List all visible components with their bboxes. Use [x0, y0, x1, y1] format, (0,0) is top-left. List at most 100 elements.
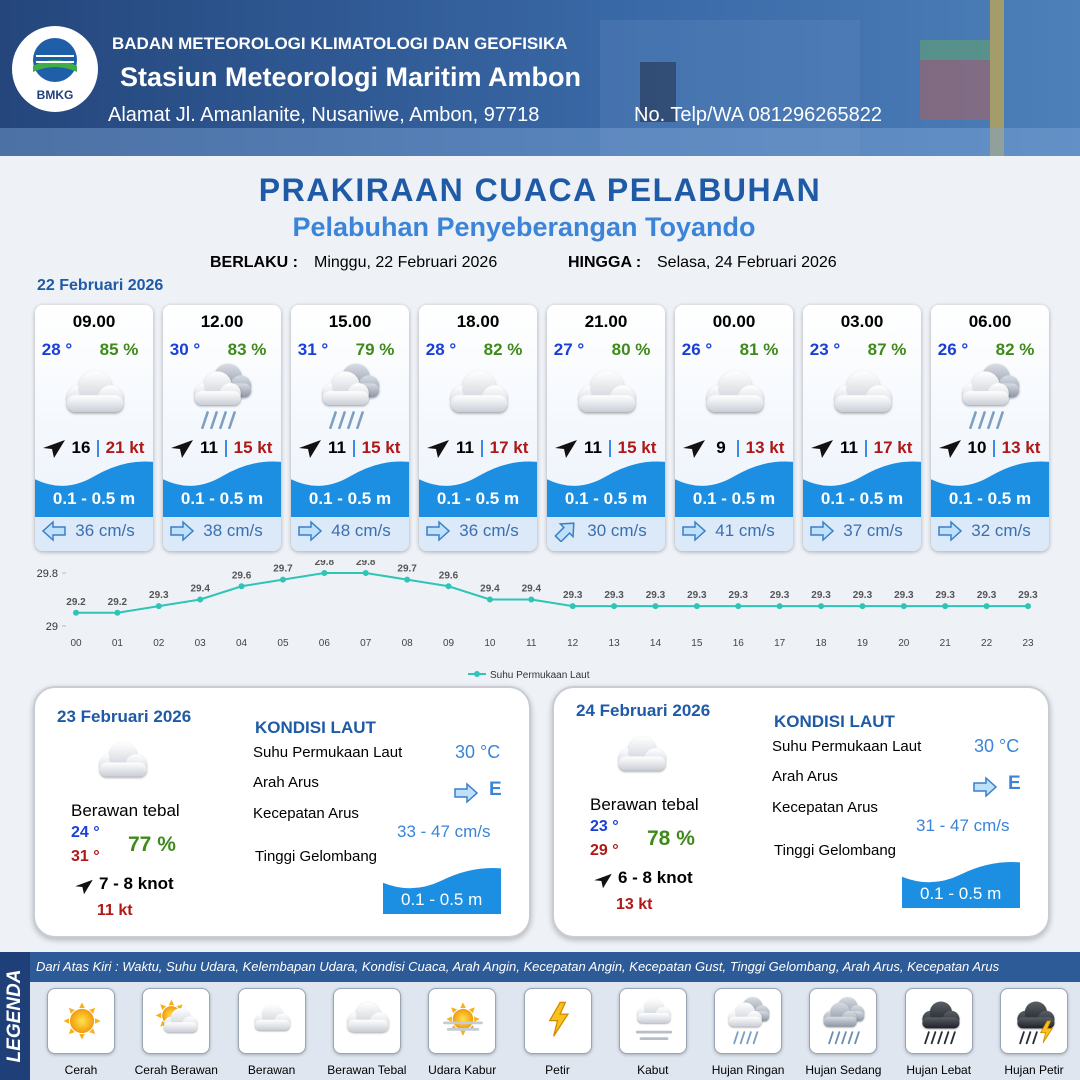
- humidity: 81 %: [739, 340, 779, 359]
- x-tick-label: 07: [360, 638, 372, 649]
- gust-speed: 15 kt: [617, 438, 657, 457]
- forecast-card: 03.00 23 ° 87 % 11 17 kt 0.1 - 0.5 m 37 cm/s: [803, 305, 921, 551]
- x-tick-label: 12: [567, 638, 579, 649]
- icon-part: [95, 1018, 101, 1024]
- sst-point: [942, 603, 949, 610]
- icon-part: [969, 411, 977, 430]
- x-tick-label: 05: [277, 638, 289, 649]
- forecast-card: 15.00 31 ° 79 % 11 15 kt 0.1 - 0.5 m 48 cm/s: [291, 305, 409, 551]
- icon-part: [996, 411, 1004, 430]
- heading: KONDISI LAUT: [774, 712, 895, 731]
- current-speed: 36 cm/s: [459, 521, 519, 540]
- gust-speed: 15 kt: [233, 438, 273, 457]
- legend-icon-box: [714, 988, 783, 1054]
- x-tick-label: 09: [443, 638, 455, 649]
- separator: [737, 440, 739, 457]
- legend-label: Suhu Permukaan Laut: [490, 670, 590, 680]
- icon-part: [931, 461, 1049, 517]
- legend-label: Petir: [545, 1063, 570, 1077]
- logo-text: BMKG: [36, 88, 74, 102]
- x-tick-label: 08: [402, 638, 414, 649]
- value-label: 29.3: [894, 590, 914, 601]
- legend-label: Berawan Tebal: [327, 1063, 407, 1077]
- x-tick-label: 19: [857, 638, 869, 649]
- current-speed: 30 cm/s: [587, 521, 647, 540]
- x-tick-label: 23: [1022, 638, 1034, 649]
- icon-part: [554, 522, 575, 542]
- icon-part: [939, 440, 961, 458]
- wave-band: [803, 461, 921, 517]
- icon-part: [728, 1016, 763, 1027]
- current-arrow: [41, 520, 66, 542]
- icon-part: [171, 440, 193, 458]
- x-tick-label: 21: [940, 638, 952, 649]
- icon-part: [210, 411, 218, 430]
- value-label: 29.7: [273, 564, 293, 575]
- icon-part: [75, 879, 93, 895]
- icon-part: [452, 1008, 474, 1030]
- icon-part: [426, 520, 451, 542]
- icon-part: [635, 1030, 672, 1041]
- legend-label: Kabut: [637, 1063, 669, 1077]
- icon-part: [450, 371, 508, 413]
- sst-point: [818, 603, 825, 610]
- wave-height: 0.1 - 0.5 m: [52, 489, 136, 508]
- time: 06.00: [968, 312, 1012, 331]
- legend-label: Hujan Petir: [1004, 1063, 1064, 1077]
- current-arrow: [938, 520, 963, 542]
- separator: [865, 440, 867, 457]
- wave-label: Tinggi Gelombang: [255, 848, 378, 865]
- separator: [353, 440, 355, 457]
- value-label: 29.7: [397, 564, 417, 575]
- icon-part: [854, 1031, 861, 1045]
- y-tick-label: 29: [46, 621, 58, 633]
- gust-speed: 13 kt: [745, 438, 785, 457]
- wave-height: 0.1 - 0.5 m: [564, 489, 648, 508]
- current-speed: 36 cm/s: [75, 521, 135, 540]
- air-temp: 31 °: [297, 340, 329, 359]
- icon-part: [682, 520, 707, 542]
- separator: [225, 440, 227, 457]
- time: 15.00: [328, 312, 372, 331]
- x-tick-label: 03: [195, 638, 207, 649]
- legend-label: Hujan Lebat: [906, 1063, 972, 1077]
- condition: Berawan tebal: [590, 795, 699, 814]
- wave-band: [902, 862, 1020, 908]
- weather-icon: [922, 1001, 960, 1045]
- y-tick-label: 29.8: [37, 568, 58, 580]
- time: 21.00: [584, 312, 628, 331]
- icon-part: [460, 1002, 466, 1008]
- icon-part: [987, 411, 995, 430]
- icon-part: [978, 411, 986, 430]
- icon-part: [555, 440, 577, 458]
- gust-speed: 13 kt: [1001, 438, 1041, 457]
- wind-arrow: [555, 440, 577, 458]
- icon-part: [69, 1008, 95, 1034]
- icon-part: [733, 1031, 739, 1045]
- icon-part: [164, 1008, 198, 1033]
- icon-part: [739, 1031, 746, 1045]
- x-tick-label: 14: [650, 638, 662, 649]
- weather-icon: [635, 998, 672, 1041]
- sst-point: [528, 596, 535, 603]
- air-temp: 28 °: [425, 340, 457, 359]
- date: 24 Februari 2026: [576, 701, 711, 720]
- header-art: [0, 0, 1080, 156]
- icon-part: [640, 62, 676, 122]
- icon-part: [194, 371, 241, 405]
- x-tick-label: 10: [484, 638, 496, 649]
- x-tick-label: 15: [691, 638, 703, 649]
- icon-part: [823, 1002, 858, 1027]
- icon-part: [548, 1001, 569, 1037]
- icon-part: [298, 520, 323, 542]
- air-temp: 27 °: [553, 340, 585, 359]
- legend-label: Udara Kabur: [428, 1063, 497, 1077]
- icon-part: [554, 522, 575, 542]
- icon-part: [446, 1016, 453, 1022]
- wind-speed: 11: [840, 438, 858, 457]
- icon-part: [168, 999, 175, 1006]
- icon-part: [547, 461, 665, 517]
- wind-arrow: [75, 879, 93, 895]
- heading: KONDISI LAUT: [255, 718, 376, 737]
